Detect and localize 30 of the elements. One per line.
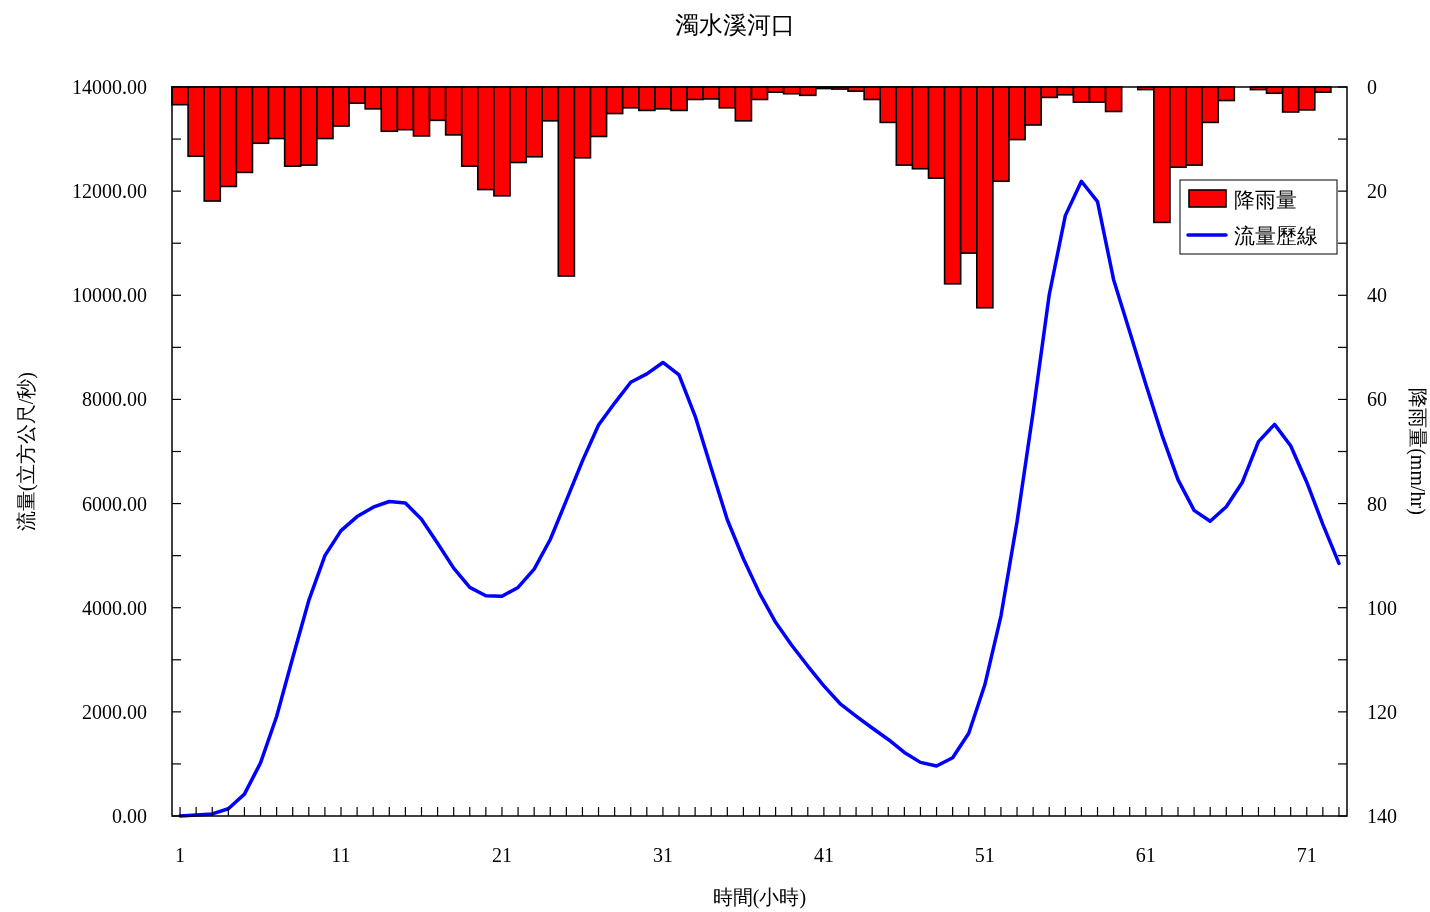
y2-tick-label: 80 xyxy=(1367,492,1387,515)
y2-tick-label: 120 xyxy=(1367,700,1397,723)
y-tick-label: 12000.00 xyxy=(72,180,147,203)
x-tick-label: 1 xyxy=(175,844,186,866)
x-tick-label: 21 xyxy=(491,844,512,866)
y-tick-label: 4000.00 xyxy=(82,596,147,619)
chart-title: 濁水溪河口 xyxy=(675,12,795,38)
x-tick-label: 71 xyxy=(1296,844,1317,866)
y2-tick-label: 140 xyxy=(1367,805,1397,827)
y-tick-label: 0.00 xyxy=(112,805,147,827)
y-tick-label: 14000.00 xyxy=(72,76,147,98)
x-tick-label: 31 xyxy=(652,844,673,866)
y2-tick-label: 40 xyxy=(1367,284,1387,307)
x-tick-label: 11 xyxy=(331,844,351,866)
legend-label: 流量歷線 xyxy=(1234,224,1318,248)
y2-tick-label: 20 xyxy=(1367,180,1387,203)
x-tick-label: 61 xyxy=(1135,844,1156,866)
x-tick-label: 51 xyxy=(974,844,995,866)
y2-tick-label: 60 xyxy=(1367,388,1387,411)
y-tick-label: 6000.00 xyxy=(82,492,147,515)
y-axis-title: 流量(立方公尺/秒) xyxy=(15,372,38,531)
y2-tick-label: 100 xyxy=(1367,596,1397,619)
y-tick-label: 8000.00 xyxy=(82,388,147,411)
y2-axis-title: 降雨量(mm/hr) xyxy=(1406,388,1429,515)
y2-tick-label: 0 xyxy=(1367,76,1377,98)
legend-label: 降雨量 xyxy=(1234,188,1297,212)
x-axis-title: 時間(小時) xyxy=(712,886,807,909)
x-tick-label: 41 xyxy=(813,844,834,866)
y-tick-label: 10000.00 xyxy=(72,284,147,307)
y-tick-label: 2000.00 xyxy=(82,700,147,723)
